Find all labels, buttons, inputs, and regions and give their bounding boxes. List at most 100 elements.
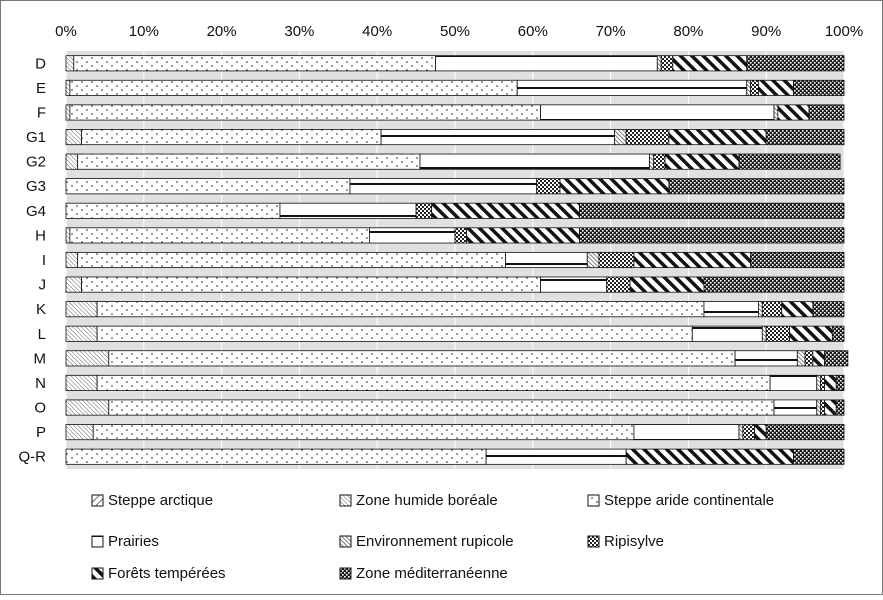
bar-segment — [435, 55, 658, 72]
bar-segment — [77, 251, 506, 269]
bar-segment — [108, 399, 775, 416]
category-label: J — [39, 277, 47, 294]
bar-segment — [804, 350, 814, 367]
legend-label: Zone méditerranéenne — [356, 565, 508, 582]
bar-segment — [796, 350, 806, 367]
bar-segment — [69, 104, 541, 121]
bars — [65, 55, 849, 465]
bar-segment — [65, 55, 75, 72]
bar-segment — [656, 55, 662, 72]
category-label: K — [36, 301, 46, 318]
bar-segment — [835, 374, 845, 391]
bar-segment — [746, 55, 845, 72]
bar-segment — [824, 374, 837, 391]
legend-swatch — [91, 535, 104, 548]
x-tick-label: 20% — [207, 23, 237, 40]
bar-segment — [579, 202, 845, 219]
bar-segment — [92, 424, 635, 441]
legend-swatch — [91, 494, 104, 507]
bar-segment — [81, 276, 541, 293]
legend-swatch — [339, 494, 352, 507]
x-tick-label: 50% — [440, 23, 470, 40]
bar-segment — [598, 251, 635, 269]
bar-segment — [431, 202, 580, 219]
bar-segment — [65, 153, 79, 170]
bar-segment — [349, 178, 538, 195]
bar-segment — [65, 202, 281, 219]
category-label: O — [34, 400, 46, 417]
legend-label: Steppe arctique — [108, 492, 213, 509]
bar-segment — [65, 276, 82, 293]
bar-segment — [505, 251, 588, 269]
bar-segment — [579, 227, 845, 244]
category-label: Q-R — [19, 449, 47, 466]
x-tick-label: 80% — [673, 23, 703, 40]
bar-segment — [824, 399, 837, 416]
x-tick-label: 70% — [596, 23, 626, 40]
bar-segment — [812, 350, 825, 367]
bar-segment — [586, 251, 600, 269]
legend-label: Zone humide boréale — [356, 492, 498, 509]
bar-segment — [808, 104, 845, 121]
bar-segment — [65, 129, 82, 146]
bar-segment — [77, 153, 421, 170]
category-label: L — [38, 326, 46, 343]
category-label: P — [36, 424, 46, 441]
bar-segment — [781, 301, 814, 318]
bar-segment — [606, 276, 631, 293]
bar-segment — [65, 251, 79, 269]
bar-segment — [415, 202, 433, 219]
bar-segment — [789, 325, 833, 342]
bar-segment — [279, 202, 417, 219]
bar-segment — [831, 325, 845, 342]
bar-segment — [660, 55, 674, 72]
bar-segment — [69, 227, 370, 244]
bar-segment — [69, 79, 518, 96]
bar-segment — [824, 350, 849, 367]
bar-segment — [668, 129, 767, 146]
x-tick-label: 10% — [129, 23, 159, 40]
legend-swatch — [339, 567, 352, 580]
category-label: G4 — [26, 203, 46, 220]
bar-segment — [668, 178, 845, 195]
bar-segment — [65, 79, 71, 96]
bar-segment — [466, 227, 580, 244]
bar-segment — [672, 55, 748, 72]
bar-segment — [703, 301, 759, 318]
bar-segment — [65, 178, 351, 195]
bar-segment — [816, 374, 822, 391]
bar-segment — [65, 350, 110, 367]
bar-segment — [750, 251, 845, 269]
bar-segment — [649, 153, 654, 170]
category-label: D — [35, 55, 46, 72]
category-label: G3 — [26, 178, 46, 195]
x-tick-label: 40% — [362, 23, 392, 40]
bar-segment — [652, 153, 666, 170]
bar-segment — [816, 399, 822, 416]
x-tick-label: 90% — [751, 23, 781, 40]
bar-segment — [765, 424, 845, 441]
legend-swatch — [91, 567, 104, 580]
bar-segment — [773, 399, 818, 416]
bar-segment — [742, 424, 755, 441]
legend: Steppe arctique Zone humide boréale Steppe… — [91, 492, 774, 582]
bar-segment — [614, 129, 627, 146]
bar-segment — [540, 104, 775, 121]
bar-segment — [65, 325, 98, 342]
bar-segment — [793, 448, 845, 465]
bar-segment — [369, 227, 456, 244]
bar-segment — [536, 178, 561, 195]
bar-segment — [629, 276, 705, 293]
bar-segment — [516, 79, 748, 96]
bar-segment — [540, 276, 608, 293]
bar-segment — [761, 301, 783, 318]
bar-segment — [750, 79, 759, 96]
bar-segment — [769, 374, 818, 391]
bar-segment — [625, 129, 670, 146]
x-tick-label: 60% — [518, 23, 548, 40]
bar-segment — [758, 79, 794, 96]
bar-segment — [734, 350, 798, 367]
bar-segment — [65, 399, 110, 416]
